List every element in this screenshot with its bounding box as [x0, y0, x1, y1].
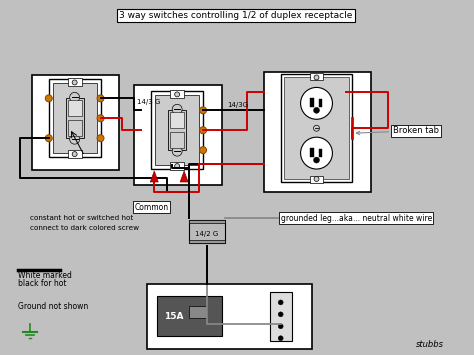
- Text: grounded leg...aka... neutral white wire: grounded leg...aka... neutral white wire: [281, 214, 432, 223]
- Text: 14/3G: 14/3G: [227, 102, 248, 108]
- Text: stubbs: stubbs: [416, 340, 444, 349]
- Bar: [168, 110, 186, 150]
- Bar: [170, 132, 184, 148]
- Text: Common: Common: [134, 203, 168, 212]
- Circle shape: [278, 336, 283, 341]
- Bar: [49, 80, 100, 157]
- Circle shape: [46, 135, 52, 142]
- Text: 3 way switches controlling 1/2 of duplex receptacle: 3 way switches controlling 1/2 of duplex…: [119, 11, 353, 20]
- Bar: [147, 284, 311, 349]
- Text: White marked: White marked: [18, 271, 72, 279]
- Circle shape: [46, 95, 52, 102]
- Bar: [270, 293, 292, 341]
- Circle shape: [72, 80, 77, 85]
- Bar: [310, 148, 313, 157]
- Circle shape: [172, 146, 182, 156]
- Circle shape: [97, 115, 104, 122]
- Bar: [68, 120, 82, 136]
- Circle shape: [278, 300, 283, 305]
- Bar: [283, 77, 349, 179]
- Bar: [310, 73, 323, 81]
- Circle shape: [200, 107, 207, 114]
- Bar: [134, 86, 222, 185]
- Bar: [310, 98, 313, 107]
- Bar: [157, 296, 222, 336]
- Circle shape: [313, 157, 319, 163]
- Circle shape: [314, 75, 319, 80]
- Bar: [281, 75, 352, 182]
- Bar: [68, 150, 82, 158]
- Text: black for hot: black for hot: [18, 279, 66, 289]
- Bar: [189, 220, 225, 244]
- Circle shape: [172, 104, 182, 114]
- Circle shape: [175, 92, 180, 97]
- Bar: [32, 76, 119, 170]
- Bar: [319, 149, 322, 157]
- Bar: [151, 91, 203, 169]
- Text: connect to dark colored screw: connect to dark colored screw: [30, 225, 139, 231]
- Text: 14/2 G: 14/2 G: [195, 231, 219, 237]
- Text: 14/3 G: 14/3 G: [137, 99, 161, 105]
- Text: 15A: 15A: [164, 312, 184, 321]
- Circle shape: [200, 147, 207, 154]
- Bar: [189, 220, 225, 223]
- Bar: [66, 98, 83, 138]
- Circle shape: [301, 137, 332, 169]
- Text: Broken tab: Broken tab: [356, 126, 439, 135]
- Circle shape: [70, 92, 80, 102]
- Circle shape: [70, 134, 80, 144]
- Bar: [189, 240, 225, 244]
- Circle shape: [278, 324, 283, 329]
- Circle shape: [97, 135, 104, 142]
- Text: Ground not shown: Ground not shown: [18, 302, 88, 311]
- Bar: [264, 72, 371, 192]
- Bar: [68, 100, 82, 116]
- Circle shape: [301, 87, 332, 119]
- Bar: [68, 78, 82, 86]
- Polygon shape: [180, 171, 188, 182]
- Bar: [310, 176, 323, 183]
- Polygon shape: [150, 171, 158, 182]
- Text: constant hot or switched hot: constant hot or switched hot: [30, 215, 133, 221]
- Bar: [189, 306, 207, 318]
- Bar: [170, 91, 184, 98]
- Circle shape: [200, 127, 207, 134]
- Bar: [170, 162, 184, 170]
- Circle shape: [313, 107, 319, 113]
- Circle shape: [175, 164, 180, 169]
- Bar: [170, 112, 184, 128]
- Circle shape: [97, 95, 104, 102]
- Bar: [319, 99, 322, 107]
- Circle shape: [72, 152, 77, 157]
- Bar: [53, 83, 97, 153]
- Bar: [155, 95, 199, 165]
- Circle shape: [313, 125, 319, 131]
- Circle shape: [314, 176, 319, 181]
- Circle shape: [278, 312, 283, 317]
